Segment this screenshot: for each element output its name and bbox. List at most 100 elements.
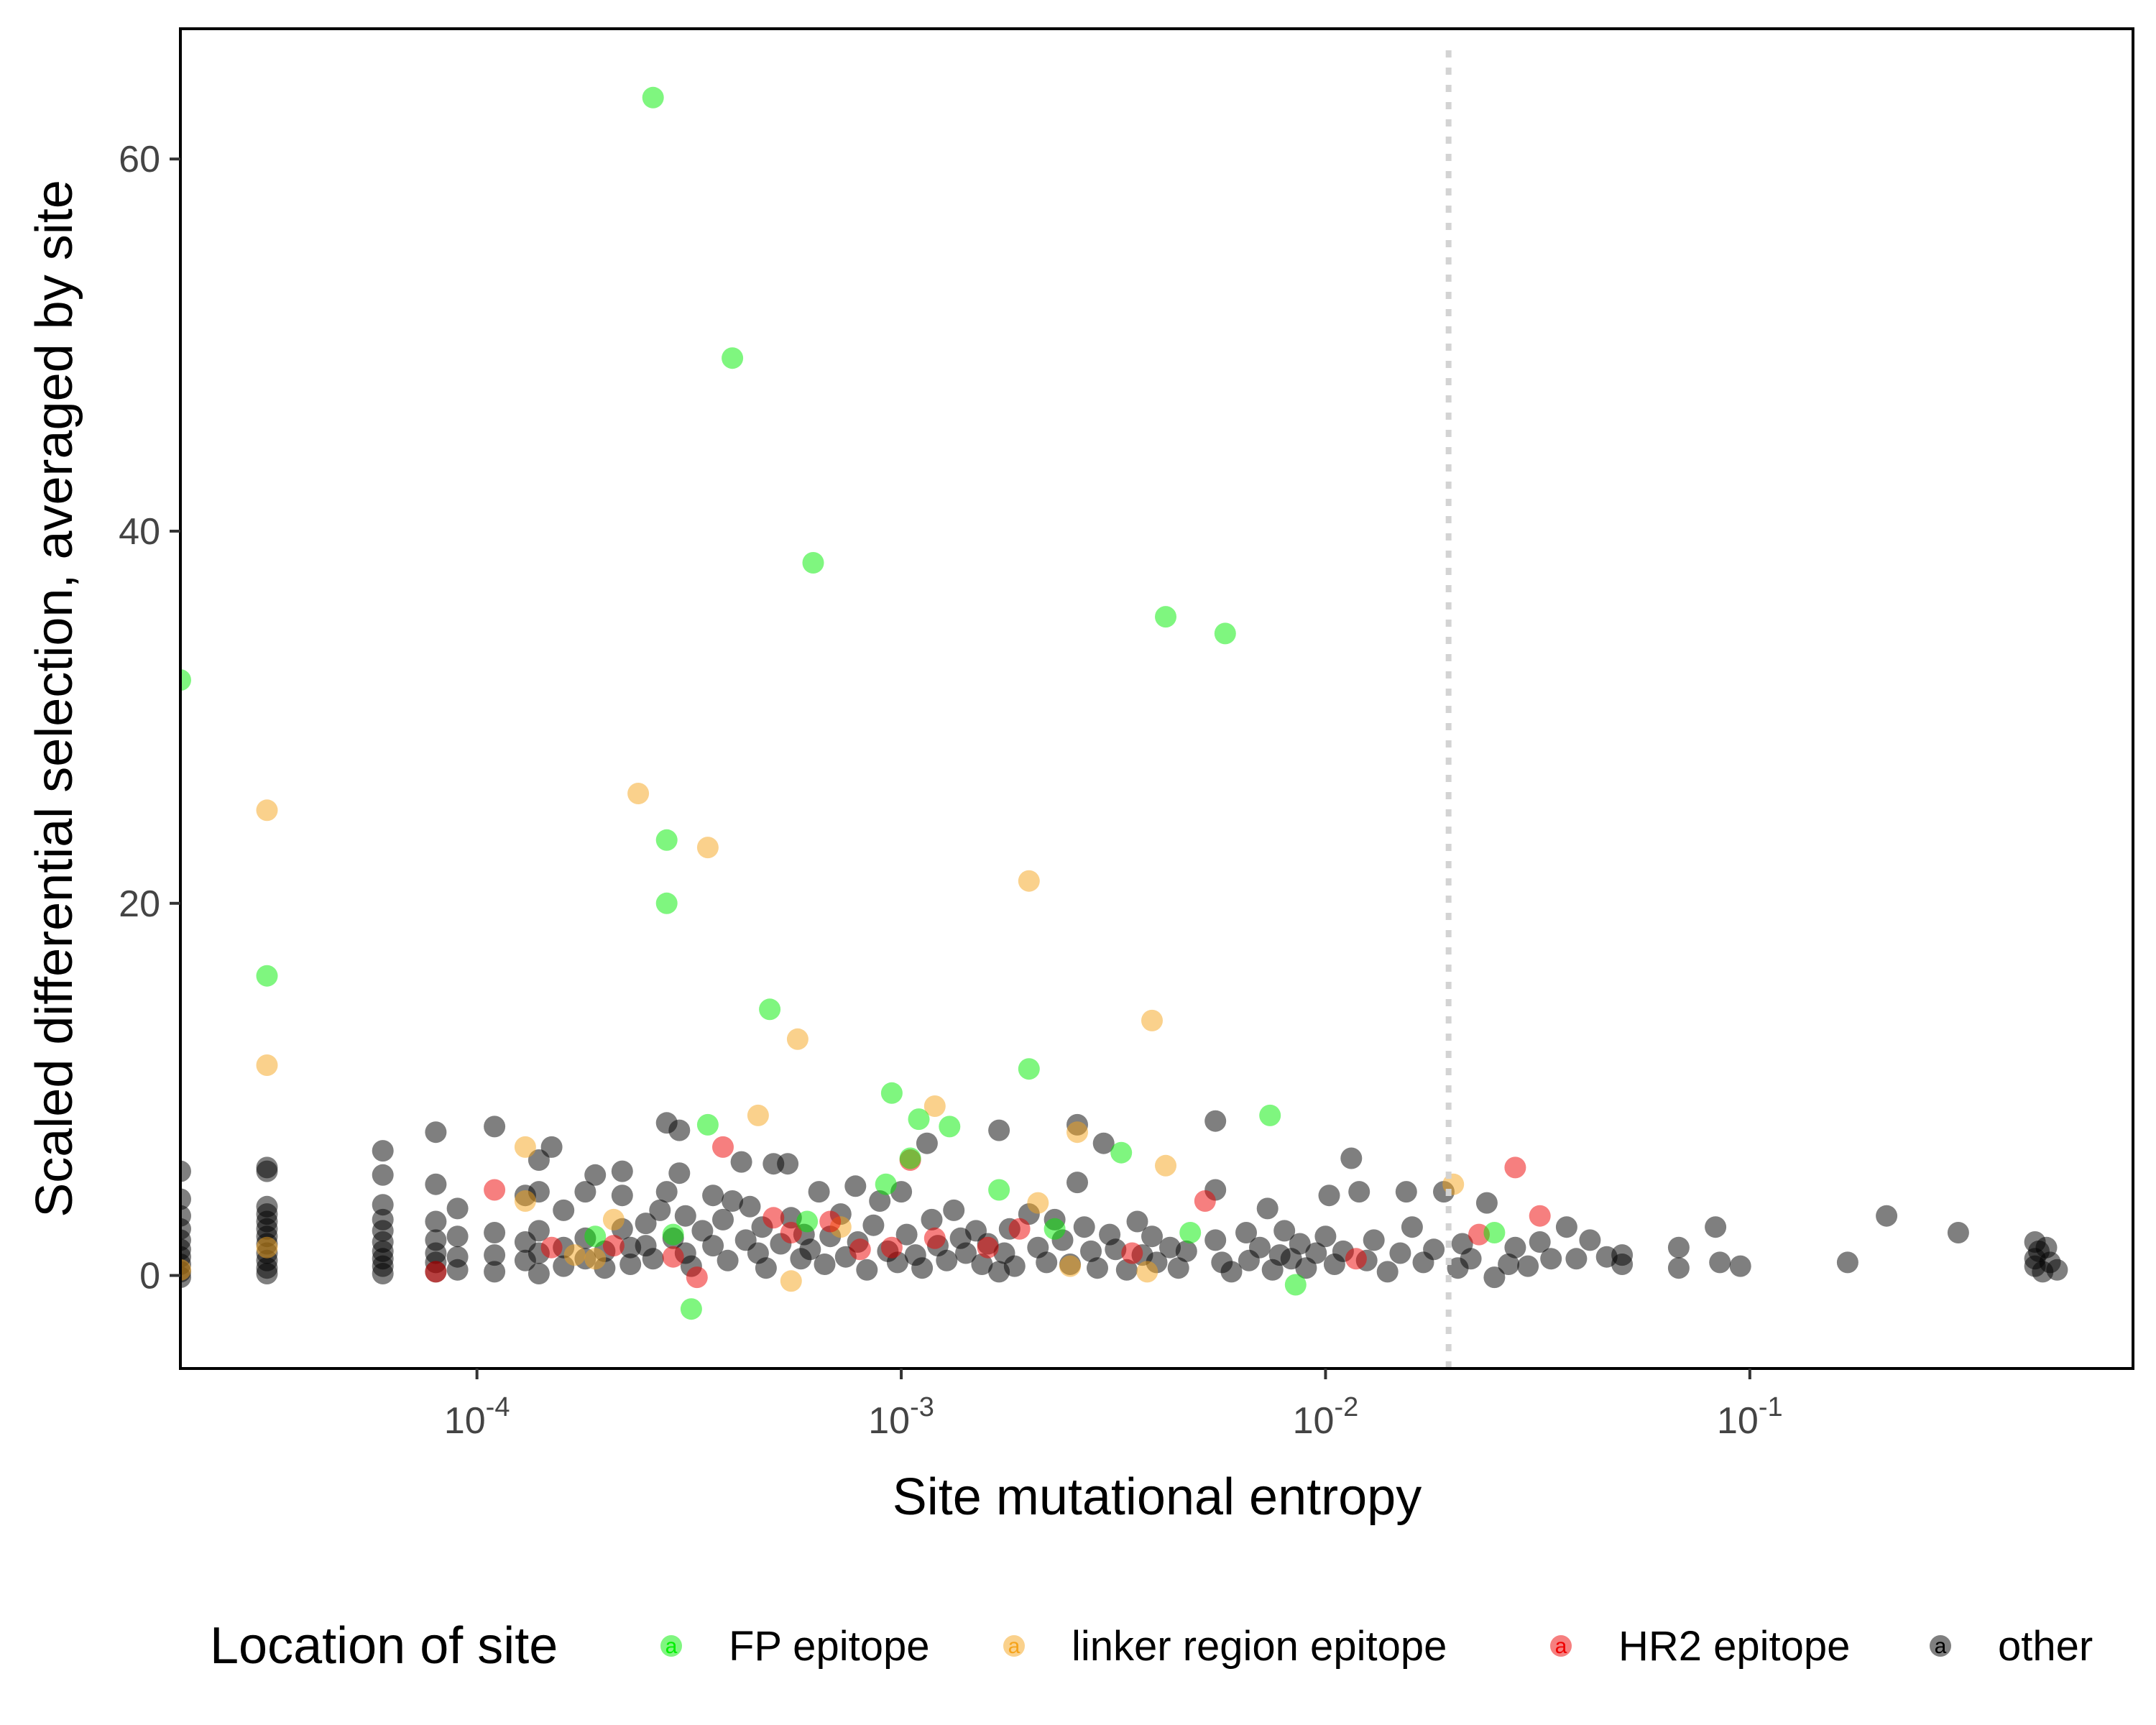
y-tick-label: 40 <box>119 511 160 553</box>
point-fp-epitope <box>939 1116 961 1138</box>
point-hr2-epitope <box>602 1235 625 1257</box>
point-other <box>702 1235 724 1257</box>
point-fp-epitope <box>899 1147 921 1169</box>
point-other <box>1220 1261 1243 1283</box>
plot-panel-border <box>179 27 2134 1370</box>
point-other <box>1204 1110 1227 1132</box>
point-hr2-epitope <box>763 1207 785 1229</box>
point-linker-region-epitope <box>627 783 650 804</box>
point-fp-epitope <box>180 669 191 691</box>
point-other <box>869 1190 891 1212</box>
point-other <box>1273 1220 1296 1242</box>
point-fp-epitope <box>1044 1218 1066 1240</box>
point-fp-epitope <box>662 1223 684 1246</box>
point-other <box>1395 1181 1417 1203</box>
point-other <box>916 1132 938 1154</box>
legend-item-fp-epitope: a FP epitope <box>660 1623 929 1670</box>
point-other <box>844 1175 867 1197</box>
point-linker-region-epitope <box>1067 1121 1088 1144</box>
point-other <box>755 1257 777 1279</box>
point-other <box>1836 1251 1858 1274</box>
point-other <box>691 1220 714 1242</box>
point-fp-epitope <box>1155 606 1176 628</box>
point-other <box>955 1242 977 1264</box>
point-other <box>1115 1259 1138 1281</box>
point-other <box>1483 1266 1506 1289</box>
point-fp-epitope <box>880 1082 903 1104</box>
point-other <box>668 1162 691 1184</box>
point-other <box>730 1151 752 1173</box>
point-other <box>1460 1248 1482 1270</box>
legend-label: HR2 epitope <box>1618 1623 1850 1670</box>
legend-key <box>1930 1635 1951 1657</box>
point-other <box>484 1261 506 1283</box>
point-linker-region-epitope <box>256 799 278 822</box>
legend-label: linker region epitope <box>1072 1623 1447 1670</box>
point-fp-epitope <box>642 86 664 109</box>
point-other <box>540 1136 563 1158</box>
point-other <box>635 1213 657 1235</box>
point-other <box>372 1194 394 1216</box>
point-other <box>1423 1238 1445 1261</box>
legend-label: other <box>1998 1623 2093 1670</box>
point-other <box>1167 1257 1189 1279</box>
point-other <box>1876 1205 1898 1227</box>
point-linker-region-epitope <box>923 1095 946 1117</box>
legend-key <box>1003 1635 1025 1657</box>
point-other <box>1159 1236 1181 1259</box>
legend-title: Location of site <box>210 1617 558 1675</box>
y-axis-title: Scaled differential selection, averaged … <box>26 180 83 1218</box>
point-other <box>574 1181 596 1203</box>
point-fp-epitope <box>796 1210 819 1233</box>
point-other <box>611 1184 633 1207</box>
legend-key-glyph: a <box>1008 1634 1021 1658</box>
point-other <box>1517 1255 1539 1277</box>
legend: Location of site a FP epitope a linker regi… <box>210 1617 2093 1675</box>
point-hr2-epitope <box>686 1266 708 1289</box>
point-other <box>1126 1210 1148 1233</box>
point-other <box>739 1195 761 1218</box>
point-other <box>1105 1238 1127 1261</box>
point-other <box>943 1199 965 1221</box>
point-fp-epitope <box>1483 1222 1506 1243</box>
point-other <box>1498 1254 1520 1275</box>
point-hr2-epitope <box>1529 1205 1551 1227</box>
point-linker-region-epitope <box>786 1028 808 1050</box>
point-hr2-epitope <box>923 1227 946 1249</box>
point-other <box>256 1160 278 1182</box>
legend-key-glyph: a <box>1935 1634 1947 1658</box>
point-hr2-epitope <box>1008 1218 1031 1240</box>
point-other <box>642 1248 664 1270</box>
point-other <box>1401 1216 1423 1238</box>
point-other <box>1555 1216 1577 1238</box>
point-fp-epitope <box>759 998 781 1021</box>
point-other <box>1204 1229 1227 1251</box>
point-fp-epitope <box>696 1113 719 1136</box>
legend-key <box>660 1635 682 1657</box>
x-tick-label: 10-2 <box>1293 1392 1359 1442</box>
point-other <box>674 1205 696 1227</box>
point-hr2-epitope <box>880 1236 903 1259</box>
point-other <box>484 1222 506 1243</box>
point-hr2-epitope <box>425 1261 447 1283</box>
point-fp-epitope <box>584 1225 607 1248</box>
point-hr2-epitope <box>1504 1156 1526 1179</box>
point-other <box>611 1160 633 1182</box>
point-other <box>1667 1257 1690 1279</box>
point-other <box>528 1220 550 1242</box>
point-fp-epitope <box>256 965 278 987</box>
point-other <box>1073 1216 1095 1238</box>
point-fp-epitope <box>722 347 744 369</box>
point-other <box>814 1254 836 1275</box>
point-linker-region-epitope <box>1136 1261 1158 1283</box>
point-linker-region-epitope <box>563 1244 586 1266</box>
points-layer <box>180 86 2068 1320</box>
point-linker-region-epitope <box>602 1208 625 1230</box>
point-linker-region-epitope <box>1141 1009 1163 1031</box>
point-other <box>1314 1225 1337 1248</box>
point-hr2-epitope <box>849 1238 871 1261</box>
y-axis: 0 20 40 60 <box>119 139 180 1297</box>
point-other <box>1376 1261 1399 1283</box>
point-other <box>446 1225 469 1248</box>
point-other <box>702 1184 724 1207</box>
